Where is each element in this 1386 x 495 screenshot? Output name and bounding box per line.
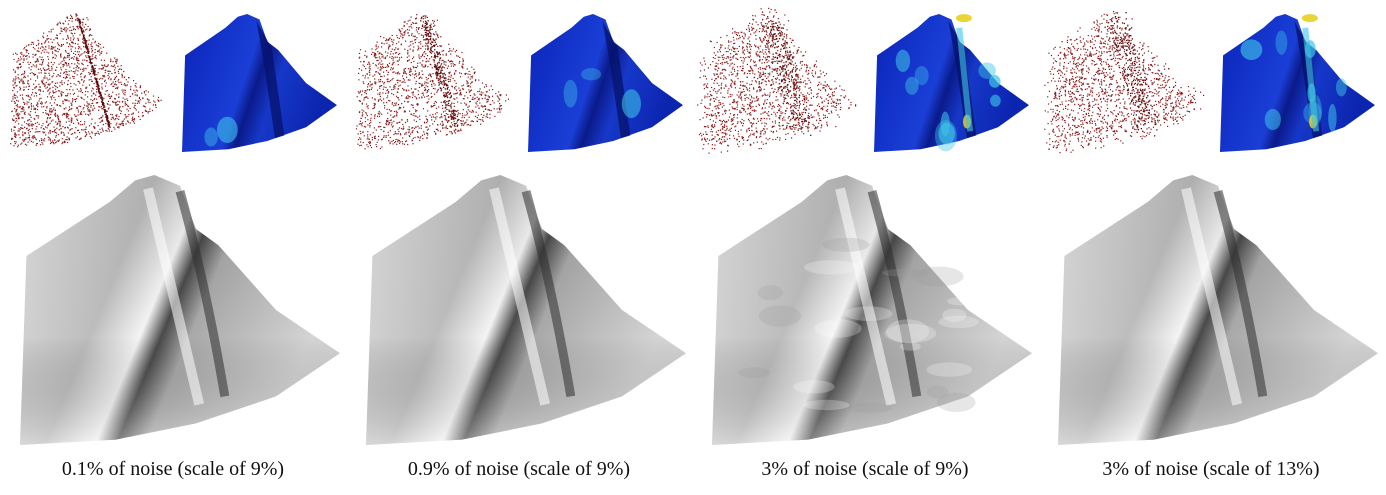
error-map-col-1	[182, 14, 337, 152]
reconstruction-col-4	[1058, 175, 1378, 445]
reconstruction-col-1	[20, 175, 340, 445]
point-cloud-col-3	[697, 8, 856, 154]
reconstruction-col-2	[366, 175, 686, 445]
caption-col-2: 0.9% of noise (scale of 9%)	[346, 458, 692, 481]
caption-col-1: 0.1% of noise (scale of 9%)	[0, 458, 346, 481]
point-cloud-col-4	[1044, 11, 1204, 153]
reconstruction-col-3	[712, 175, 1032, 445]
error-map-col-2	[528, 14, 683, 152]
caption-col-3: 3% of noise (scale of 9%)	[692, 458, 1038, 481]
error-map-col-4	[1220, 14, 1375, 152]
point-cloud-col-1	[10, 13, 162, 147]
point-cloud-col-2	[356, 14, 509, 149]
caption-col-4: 3% of noise (scale of 13%)	[1038, 458, 1384, 481]
error-map-col-3	[874, 14, 1029, 152]
